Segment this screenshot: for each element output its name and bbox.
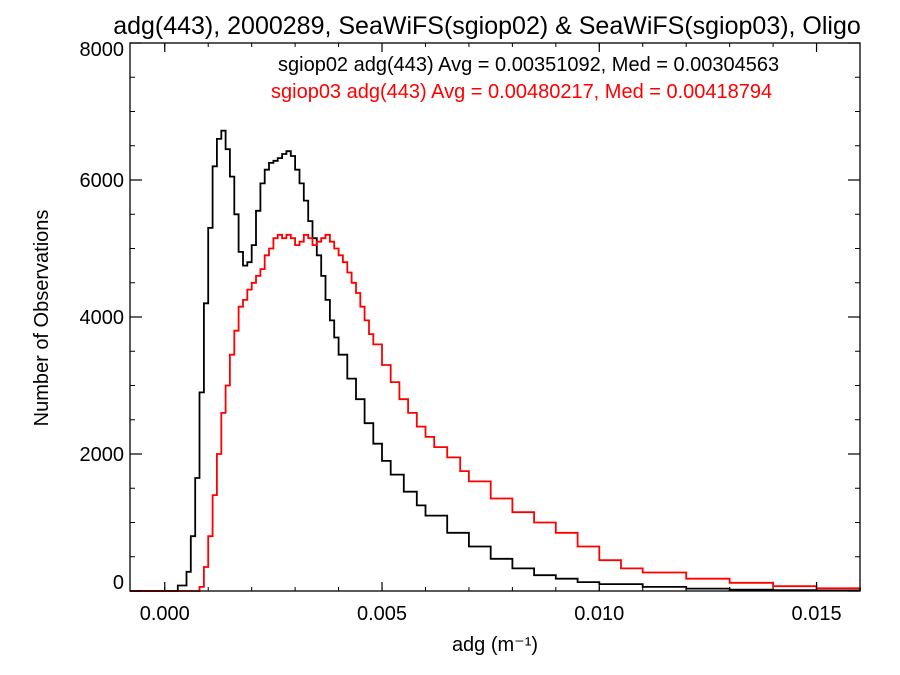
y-tick-label: 8000 (80, 39, 125, 61)
y-tick-label: 6000 (80, 170, 125, 192)
series-line-2 (130, 233, 861, 592)
series-line-1 (130, 129, 861, 592)
legend-entry-sgiop03: sgiop03 adg(443) Avg = 0.00480217, Med =… (271, 81, 772, 103)
legend-entry-sgiop02: sgiop02 adg(443) Avg = 0.00351092, Med =… (278, 54, 779, 76)
y-axis: 0 2000 4000 6000 8000 (80, 39, 860, 594)
chart-title: adg(443), 2000289, SeaWiFS(sgiop02) & Se… (113, 12, 861, 40)
x-axis: 0.000 0.005 0.010 0.015 (140, 43, 861, 625)
y-tick-label: 2000 (80, 444, 125, 466)
x-axis-label: adg (m⁻¹) (452, 634, 538, 656)
y-axis-label: Number of Observations (31, 210, 53, 427)
x-tick-label: 0.010 (574, 603, 624, 625)
x-tick-label: 0.000 (140, 603, 190, 625)
plot-series (130, 129, 861, 592)
x-tick-label: 0.015 (792, 603, 842, 625)
x-tick-label: 0.005 (357, 603, 407, 625)
y-tick-label: 4000 (80, 307, 125, 329)
y-tick-label: 0 (113, 572, 124, 594)
